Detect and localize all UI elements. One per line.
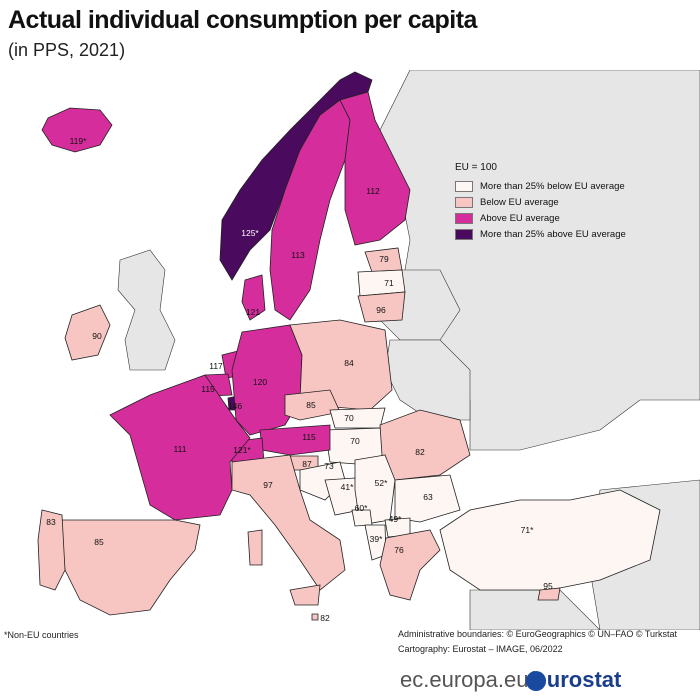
legend-label: Below EU average (480, 196, 559, 208)
country-portugal (37, 509, 66, 591)
label-portugal: 83 (46, 517, 56, 527)
legend-swatch (455, 196, 473, 208)
legend-swatch (455, 212, 473, 224)
label-france: 111 (174, 444, 187, 454)
country-bulgaria (394, 474, 461, 523)
country-ireland (64, 304, 111, 361)
label-bosnia: 41* (341, 482, 354, 492)
footnote: *Non-EU countries (4, 630, 79, 640)
country-romania (379, 409, 471, 481)
label-croatia: 73 (324, 461, 334, 471)
label-north-macedonia: 49* (389, 514, 402, 524)
legend-item: Below EU average (455, 194, 626, 210)
label-italy: 97 (263, 480, 273, 490)
label-belgium: 115 (201, 384, 215, 394)
label-bulgaria: 63 (423, 492, 433, 502)
country-slovakia (329, 407, 386, 429)
label-austria: 115 (302, 432, 316, 442)
map-legend: EU = 100 More than 25% below EU average … (455, 162, 626, 242)
label-germany: 120 (253, 377, 267, 387)
country-iceland (41, 107, 113, 153)
label-malta: 82 (320, 613, 330, 623)
country-sweden (269, 99, 351, 321)
label-greece: 76 (394, 545, 404, 555)
label-slovenia: 87 (302, 459, 312, 469)
eu-flag-icon (526, 671, 546, 691)
value-labels: 119* 125* 113 112 79 71 96 121 90 117 11… (46, 136, 553, 623)
countries (37, 71, 661, 621)
legend-label: More than 25% below EU average (480, 180, 625, 192)
label-luxembourg: 146 (228, 401, 242, 411)
country-finland (339, 91, 411, 246)
label-norway: 125* (241, 228, 259, 238)
label-czechia: 85 (306, 400, 316, 410)
label-poland: 84 (344, 358, 354, 368)
label-estonia: 79 (379, 254, 389, 264)
legend-label: More than 25% above EU average (480, 228, 626, 240)
credits-boundaries: Administrative boundaries: © EuroGeograp… (398, 629, 678, 639)
country-malta (311, 613, 319, 621)
eurostat-brand[interactable]: ec.europa.eu/eurostat (400, 667, 621, 693)
country-austria (259, 424, 331, 456)
country-turkey (439, 489, 661, 591)
label-slovakia: 70 (344, 413, 354, 423)
label-montenegro: 60* (355, 503, 368, 513)
country-lithuania (357, 291, 406, 323)
country-italy (231, 454, 346, 591)
country-denmark (241, 274, 266, 321)
map-title: Actual individual consumption per capita (8, 6, 477, 34)
label-latvia: 71 (384, 278, 394, 288)
legend-item: More than 25% below EU average (455, 178, 626, 194)
country-czechia (284, 389, 341, 421)
label-finland: 112 (366, 186, 380, 196)
label-iceland: 119* (70, 136, 88, 146)
label-lithuania: 96 (376, 305, 386, 315)
label-serbia: 52* (375, 478, 388, 488)
legend-swatch (455, 180, 473, 192)
country-greece (379, 529, 441, 601)
country-latvia (357, 269, 406, 297)
label-ireland: 90 (92, 331, 102, 341)
label-netherlands: 117 (209, 361, 223, 371)
label-switzerland: 121* (233, 445, 251, 455)
legend-label: Above EU average (480, 212, 560, 224)
brand-prefix: ec.europa.eu/ (400, 667, 535, 692)
label-sweden: 113 (291, 250, 305, 260)
credits-cartography: Cartography: Eurostat – IMAGE, 06/2022 (398, 644, 563, 654)
country-sardinia (247, 529, 263, 566)
label-turkey: 71* (521, 525, 534, 535)
europe-map: 119* 125* 113 112 79 71 96 121 90 117 11… (37, 70, 700, 630)
legend-swatch (455, 228, 473, 240)
brand-name: eurostat (534, 667, 622, 692)
legend-title: EU = 100 (455, 162, 497, 173)
label-spain: 85 (94, 537, 104, 547)
map-subtitle: (in PPS, 2021) (8, 40, 126, 60)
legend-item: More than 25% above EU average (455, 226, 626, 242)
country-cyprus (537, 587, 561, 601)
label-albania: 39* (370, 534, 383, 544)
label-denmark: 121 (246, 307, 260, 317)
label-cyprus: 95 (543, 581, 553, 591)
country-sicily (289, 584, 321, 606)
legend-item: Above EU average (455, 210, 626, 226)
country-spain (59, 519, 201, 616)
label-romania: 82 (415, 447, 425, 457)
label-hungary: 70 (350, 436, 360, 446)
